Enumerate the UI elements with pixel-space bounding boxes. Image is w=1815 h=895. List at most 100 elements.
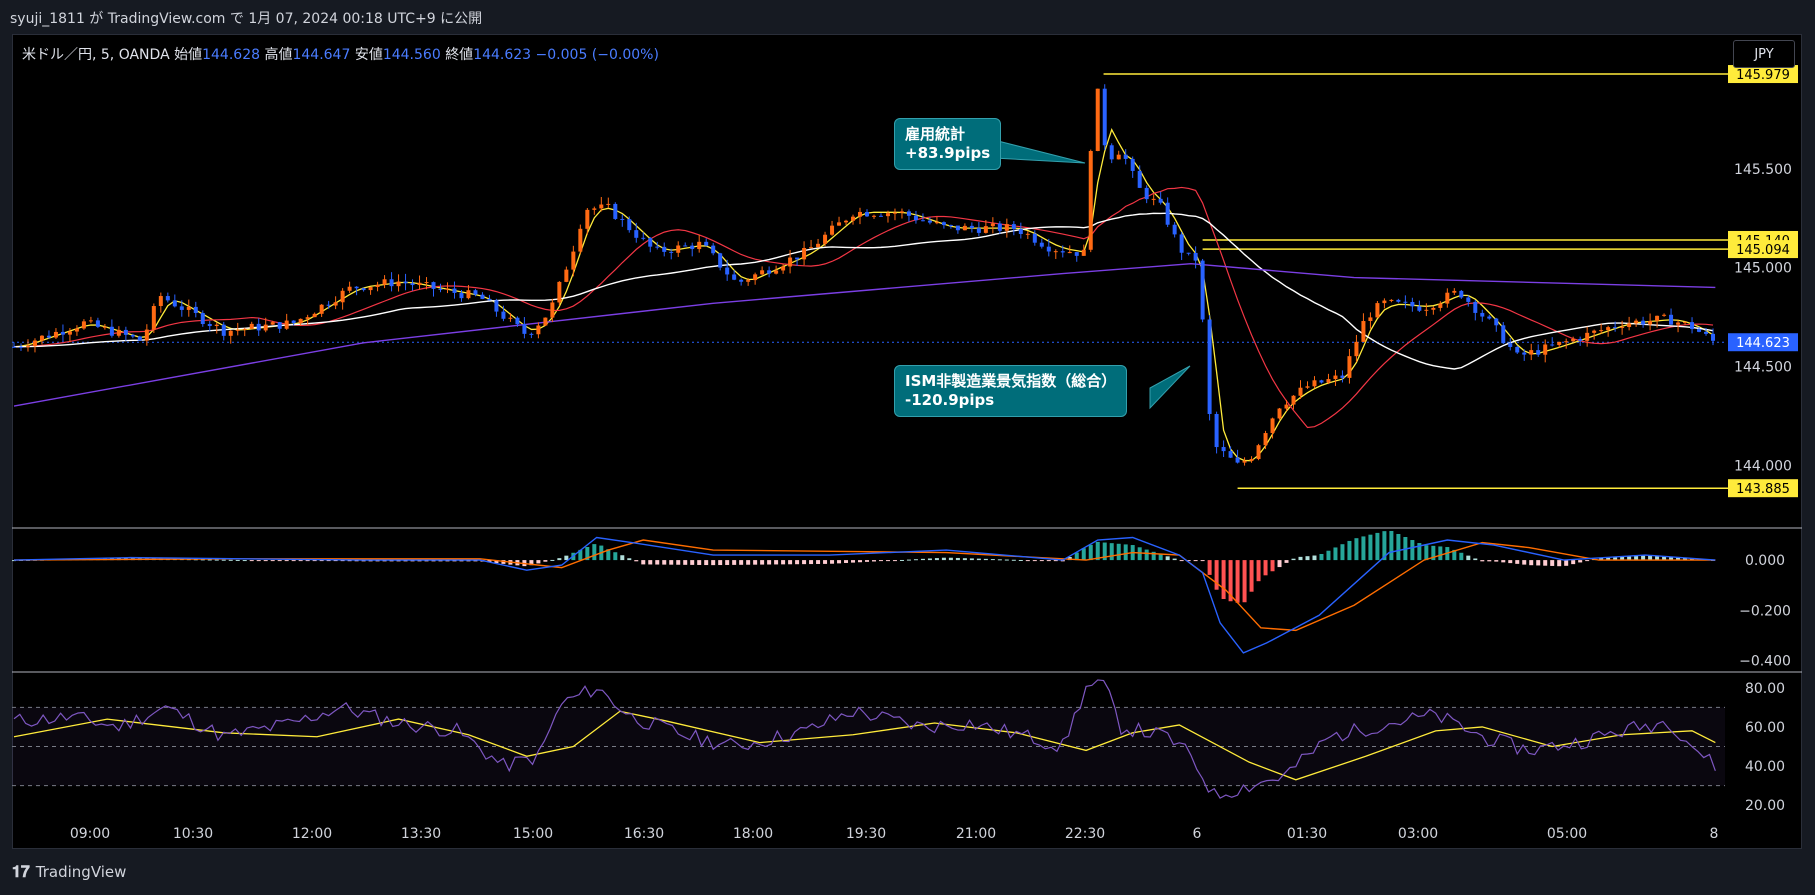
candle-body — [53, 331, 58, 338]
candle-body — [1130, 158, 1135, 171]
macd-histogram-bar — [1270, 560, 1275, 572]
macd-histogram-bar — [1207, 560, 1212, 575]
candle-body — [1375, 303, 1380, 318]
candle-body — [962, 225, 967, 231]
macd-histogram-bar — [1683, 557, 1688, 561]
macd-histogram-bar — [1291, 558, 1296, 561]
macd-histogram-bar — [578, 549, 583, 561]
candle-body — [417, 282, 422, 286]
candle-body — [1550, 344, 1555, 346]
macd-histogram-bar — [1151, 551, 1156, 561]
candle-body — [1424, 309, 1429, 311]
candle-body — [12, 346, 16, 348]
macd-histogram-bar — [865, 560, 870, 562]
candle-body — [906, 211, 911, 216]
macd-histogram-bar — [697, 560, 702, 565]
candle-body — [1501, 325, 1506, 344]
macd-histogram-bar — [249, 560, 254, 562]
macd-histogram-bar — [564, 555, 569, 561]
low-label: 安値 — [354, 47, 383, 63]
time-axis-tick: 22:30 — [1065, 826, 1105, 842]
candle-body — [1536, 350, 1541, 355]
currency-button[interactable]: JPY — [1733, 40, 1795, 68]
candle-body — [102, 326, 107, 328]
low-value: 144.560 — [382, 47, 441, 63]
candle-body — [445, 288, 450, 290]
macd-histogram-bar — [543, 560, 548, 562]
candle-body — [1277, 408, 1282, 419]
candle-body — [473, 290, 478, 295]
candle-body — [1564, 341, 1569, 343]
macd-histogram-bar — [270, 560, 275, 562]
macd-histogram-bar — [662, 560, 667, 565]
symbol-name[interactable]: 米ドル／円, 5, OANDA — [22, 47, 170, 63]
macd-histogram-bar — [1326, 550, 1331, 561]
footer-brand[interactable]: TradingView — [35, 863, 127, 881]
candle-body — [1200, 260, 1205, 320]
candle-body — [711, 245, 716, 254]
callout-ism: ISM非製造業景気指数（総合） -120.9pips — [894, 365, 1128, 417]
candle-body — [1711, 333, 1716, 341]
candle-body — [676, 245, 681, 253]
macd-axis-tick: −0.200 — [1739, 603, 1791, 619]
macd-histogram-bar — [1501, 560, 1506, 563]
macd-histogram-bar — [990, 559, 995, 561]
candle-body — [1158, 198, 1163, 203]
candle-body — [969, 225, 974, 229]
candle-body — [1221, 447, 1226, 452]
candle-body — [844, 220, 849, 223]
candle-body — [403, 281, 408, 284]
candle-body — [1459, 290, 1464, 298]
macd-histogram-bar — [1515, 560, 1520, 564]
close-label: 終値 — [445, 47, 474, 63]
candle-body — [1613, 327, 1618, 329]
change-value: −0.005 (−0.00%) — [535, 47, 659, 63]
macd-histogram-bar — [1025, 560, 1030, 562]
macd-histogram-bar — [557, 558, 562, 561]
candle-body — [382, 279, 387, 285]
candle-body — [1508, 343, 1513, 347]
macd-histogram-bar — [1116, 543, 1121, 561]
macd-histogram-bar — [1466, 555, 1471, 561]
macd-histogram-bar — [312, 560, 317, 562]
macd-histogram-bar — [1487, 560, 1492, 562]
candle-body — [137, 336, 142, 341]
candle-body — [501, 311, 506, 319]
callout-employment-pointer — [993, 139, 1086, 164]
high-label: 高値 — [264, 47, 293, 63]
macd-histogram-bar — [1543, 560, 1548, 566]
candle-body — [123, 329, 128, 335]
tradingview-logo-icon[interactable]: 𝟏𝟕 — [12, 862, 30, 881]
candle-body — [802, 248, 807, 260]
candle-body — [1452, 290, 1457, 293]
candle-body — [221, 324, 226, 336]
level-price-label: 145.979 — [1736, 68, 1790, 83]
macd-histogram-bar — [1179, 560, 1184, 562]
macd-histogram-bar — [1046, 560, 1051, 562]
candle-body — [67, 331, 72, 335]
time-axis-tick: 10:30 — [173, 826, 213, 842]
candle-body — [983, 226, 988, 233]
candle-body — [32, 340, 37, 347]
candle-body — [312, 313, 317, 318]
candle-body — [291, 320, 296, 324]
candle-body — [410, 283, 415, 286]
macd-histogram-bar — [1396, 533, 1401, 561]
level-price-tag — [1728, 240, 1798, 259]
macd-histogram-bar — [1039, 560, 1044, 562]
candle-body — [179, 306, 184, 310]
candle-body — [18, 346, 23, 348]
candle-body — [438, 288, 443, 290]
candle-body — [431, 282, 436, 289]
candle-body — [144, 329, 149, 341]
macd-histogram-bar — [802, 560, 807, 565]
moving-average-line — [13, 186, 1714, 429]
candle-body — [767, 270, 772, 274]
candle-body — [599, 204, 604, 209]
chart-frame[interactable] — [12, 34, 1802, 849]
candle-body — [913, 215, 918, 221]
candle-body — [564, 269, 569, 282]
macd-histogram-bar — [781, 560, 786, 565]
macd-histogram-bar — [1578, 560, 1583, 563]
